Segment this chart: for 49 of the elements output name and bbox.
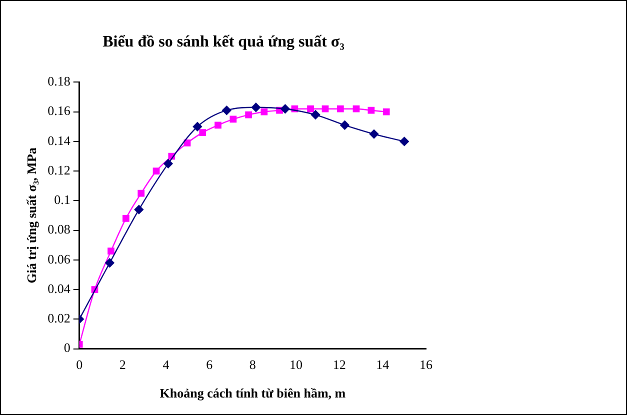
- point: [152, 168, 160, 174]
- x-axis-title: Khoảng cách tính từ biên hầm, m: [160, 386, 346, 401]
- point: [336, 105, 344, 112]
- y-tick-label: 0: [64, 340, 70, 356]
- point: [199, 129, 206, 136]
- point: [222, 106, 232, 115]
- y-tick-label: 0.06: [48, 251, 71, 266]
- y-axis-title: Giá trị ứng suất σ₃, MPa: [24, 147, 40, 284]
- point: [214, 122, 222, 129]
- x-tick-label: 12: [332, 357, 346, 372]
- chart-title: Biểu đồ so sánh kết quả ứng suất σ₃: [102, 34, 345, 51]
- y-tick-label: 0.04: [48, 280, 71, 296]
- x-tick-label: 8: [249, 357, 256, 372]
- x-tick-label: 16: [420, 357, 433, 372]
- point: [382, 108, 390, 116]
- point: [108, 248, 114, 254]
- y-tick-label: 0.18: [48, 74, 70, 89]
- point: [251, 102, 261, 112]
- point: [260, 108, 268, 116]
- y-tick-label: 0.12: [48, 162, 70, 178]
- point: [134, 204, 144, 214]
- y-tick-label: 0.1: [54, 192, 70, 208]
- point: [280, 104, 290, 114]
- y-tick-label: 0.14: [48, 132, 71, 148]
- x-tick-label: 14: [376, 357, 390, 372]
- point: [184, 139, 191, 146]
- point: [307, 105, 314, 112]
- y-tick-label: 0.02: [48, 310, 70, 326]
- point: [230, 116, 237, 123]
- point: [164, 159, 173, 168]
- point: [138, 190, 145, 197]
- x-tick-label: 0: [76, 357, 83, 372]
- y-tick-label: 0.08: [48, 222, 70, 237]
- y-tick-label: 0.16: [48, 103, 71, 118]
- x-tick-label: 10: [290, 357, 303, 372]
- x-tick-label: 2: [119, 357, 126, 372]
- point: [310, 110, 320, 120]
- x-tick-label: 6: [206, 357, 214, 372]
- point: [400, 136, 409, 146]
- point: [105, 258, 114, 268]
- point: [368, 106, 375, 114]
- point: [322, 105, 329, 112]
- point: [192, 122, 202, 132]
- point: [340, 120, 350, 130]
- point: [245, 111, 252, 118]
- point: [369, 129, 379, 139]
- x-tick-label: 4: [162, 357, 170, 372]
- point: [122, 215, 130, 222]
- point: [352, 105, 360, 112]
